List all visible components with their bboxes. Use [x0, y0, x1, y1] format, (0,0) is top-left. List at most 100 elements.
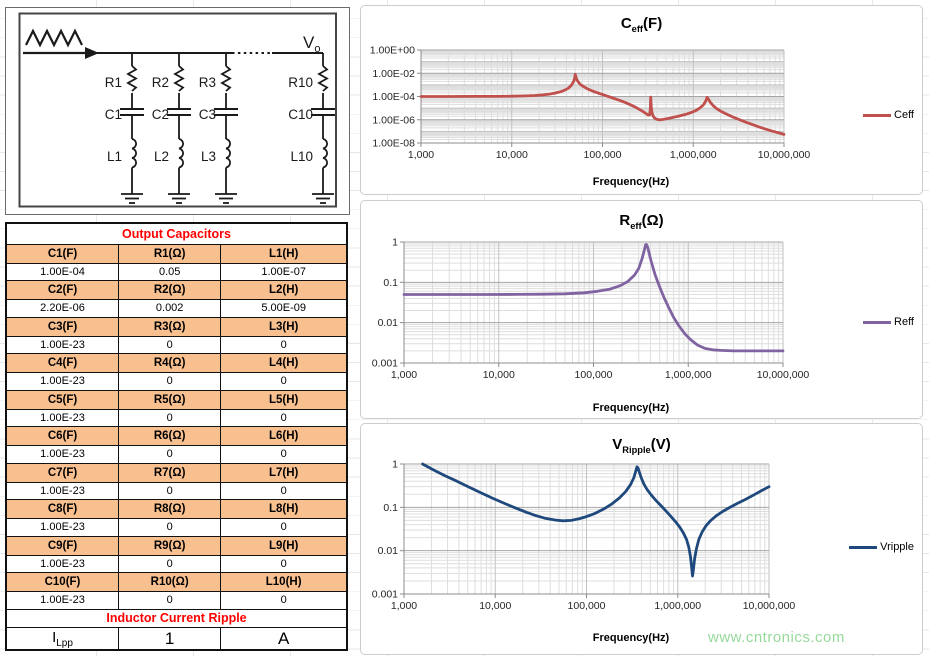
component-value-cell[interactable]: 0	[118, 554, 222, 573]
y-tick-label: 1	[392, 459, 398, 471]
legend-label: Vripple	[880, 541, 914, 553]
chart-ceff[interactable]: 1,000 10,000 100,000 1,000,000 10,000,000 1.0…	[360, 5, 923, 195]
y-tick-label: 0.001	[372, 589, 398, 601]
component-value-cell[interactable]: 1.00E-23	[5, 591, 120, 610]
component-label-cell: L10(H)	[220, 572, 348, 592]
x-tick-label: 1,000	[391, 600, 417, 612]
component-value-cell[interactable]: 0	[118, 481, 222, 500]
resistor-icon	[126, 65, 138, 92]
component-label-cell: L2(H)	[220, 280, 348, 300]
x-tick-label: 100,000	[584, 149, 622, 161]
component-value-cell[interactable]: 5.00E-09	[220, 299, 348, 318]
component-label-cell: L5(H)	[220, 389, 348, 410]
output-voltage-label: Vo	[303, 33, 320, 55]
component-label-cell: C7(F)	[5, 462, 120, 483]
component-label-cell: C6(F)	[5, 426, 120, 446]
circuit-drawing: Vo R1 C1 L1 R2 C2 L2 R3 C3 L3 R10 C10 L10	[18, 12, 337, 208]
x-tick-label: 1,000	[408, 149, 434, 161]
component-value-cell[interactable]: 0	[118, 445, 222, 464]
component-label-cell: L7(H)	[220, 462, 348, 483]
y-tick-label: 1.00E-08	[372, 138, 415, 150]
ripple-value-cell[interactable]: 1	[118, 627, 222, 651]
current-arrow-icon	[85, 47, 99, 59]
sawtooth-wave-icon	[25, 28, 83, 48]
x-tick-label: 1,000,000	[670, 149, 717, 161]
y-tick-label: 1	[392, 237, 398, 249]
component-label-cell: C2(F)	[5, 280, 120, 300]
legend: Vripple	[849, 541, 914, 553]
inductor-icon	[178, 138, 184, 169]
y-tick-label: 0.01	[378, 545, 399, 557]
y-tick-label: 0.1	[383, 502, 398, 514]
component-value-cell[interactable]: 0	[118, 408, 222, 427]
x-axis-title: Frequency(Hz)	[592, 176, 670, 188]
x-tick-label: 10,000	[483, 369, 515, 381]
component-value-cell[interactable]: 0	[220, 408, 348, 427]
y-tick-label: 0.01	[378, 317, 399, 329]
component-value-cell[interactable]: 1.00E-23	[5, 372, 120, 391]
inductor-label: L2	[154, 149, 169, 164]
component-value-cell[interactable]: 0.05	[118, 262, 222, 281]
y-tick-label: 1.00E-02	[372, 68, 415, 80]
capacitor-label: C2	[152, 107, 169, 122]
series-line	[419, 73, 786, 136]
x-tick-label: 1,000,000	[654, 600, 701, 612]
component-value-cell[interactable]: 0	[220, 372, 348, 391]
component-label-cell: C4(F)	[5, 353, 120, 373]
resistor-label: R1	[105, 75, 122, 90]
component-value-cell[interactable]: 1.00E-23	[5, 335, 120, 354]
component-value-cell[interactable]: 0	[220, 518, 348, 537]
chart-title: Ceff(F)	[620, 15, 663, 34]
ripple-label-cell: ILpp	[5, 627, 120, 651]
component-value-cell[interactable]: 0	[118, 372, 222, 391]
component-label-cell: R7(Ω)	[118, 462, 222, 483]
component-value-cell[interactable]: 0	[118, 518, 222, 537]
component-label-cell: R2(Ω)	[118, 280, 222, 300]
chart-reff[interactable]: 1,000 10,000 100,000 1,000,000 10,000,000 1 0.…	[360, 200, 923, 419]
legend-line-sample	[863, 113, 892, 117]
component-value-cell[interactable]: 0	[220, 335, 348, 354]
component-value-cell[interactable]: 0	[220, 481, 348, 500]
ripple-section-title: Inductor Current Ripple	[5, 608, 348, 628]
component-label-cell: C10(F)	[5, 572, 120, 592]
component-value-cell[interactable]: 1.00E-23	[5, 408, 120, 427]
x-tick-label: 10,000,000	[757, 369, 810, 381]
component-value-cell[interactable]: 0	[220, 591, 348, 610]
y-tick-label: 0.001	[372, 358, 398, 370]
chart-vripple[interactable]: 1,000 10,000 100,000 1,000,000 10,000,000 1 0.…	[360, 423, 923, 655]
watermark: www.cntronics.com	[708, 629, 845, 646]
component-value-cell[interactable]: 1.00E-23	[5, 518, 120, 537]
y-tick-label: 1.00E+00	[370, 45, 415, 57]
component-value-cell[interactable]: 0	[118, 591, 222, 610]
component-value-cell[interactable]: 0	[118, 335, 222, 354]
x-axis-title: Frequency(Hz)	[592, 402, 670, 414]
circuit-diagram[interactable]: Vo R1 C1 L1 R2 C2 L2 R3 C3 L3 R10 C10 L10	[5, 7, 350, 215]
component-value-cell[interactable]: 0	[220, 445, 348, 464]
resistor-icon	[317, 65, 329, 92]
inductor-icon	[322, 138, 328, 169]
component-label-cell: L4(H)	[220, 353, 348, 373]
component-value-cell[interactable]: 1.00E-23	[5, 554, 120, 573]
resistor-icon	[220, 65, 232, 92]
component-label-cell: L1(H)	[220, 243, 348, 264]
ripple-symbol-subscript: Lpp	[56, 637, 73, 649]
component-value-cell[interactable]: 1.00E-23	[5, 445, 120, 464]
component-label-cell: R8(Ω)	[118, 499, 222, 519]
component-value-cell[interactable]: 1.00E-23	[5, 481, 120, 500]
component-label-cell: R4(Ω)	[118, 353, 222, 373]
x-tick-label: 10,000,000	[743, 600, 796, 612]
ripple-symbol: I	[52, 628, 57, 646]
component-value-cell[interactable]: 0	[220, 554, 348, 573]
component-value-cell[interactable]: 1.00E-07	[220, 262, 348, 281]
inductor-label: L10	[290, 149, 313, 164]
component-value-cell[interactable]: 2.20E-06	[5, 299, 120, 318]
x-axis-title: Frequency(Hz)	[592, 632, 670, 644]
component-value-cell[interactable]: 0.002	[118, 299, 222, 318]
inductor-label: L3	[201, 149, 216, 164]
component-label-cell: R3(Ω)	[118, 316, 222, 337]
component-label-cell: R10(Ω)	[118, 572, 222, 592]
component-label-cell: C3(F)	[5, 316, 120, 337]
component-value-cell[interactable]: 1.00E-04	[5, 262, 120, 281]
resistor-label: R2	[152, 75, 169, 90]
output-capacitors-table: Output Capacitors C1(F) R1(Ω) L1(H) 1.00E-04…	[5, 222, 348, 651]
